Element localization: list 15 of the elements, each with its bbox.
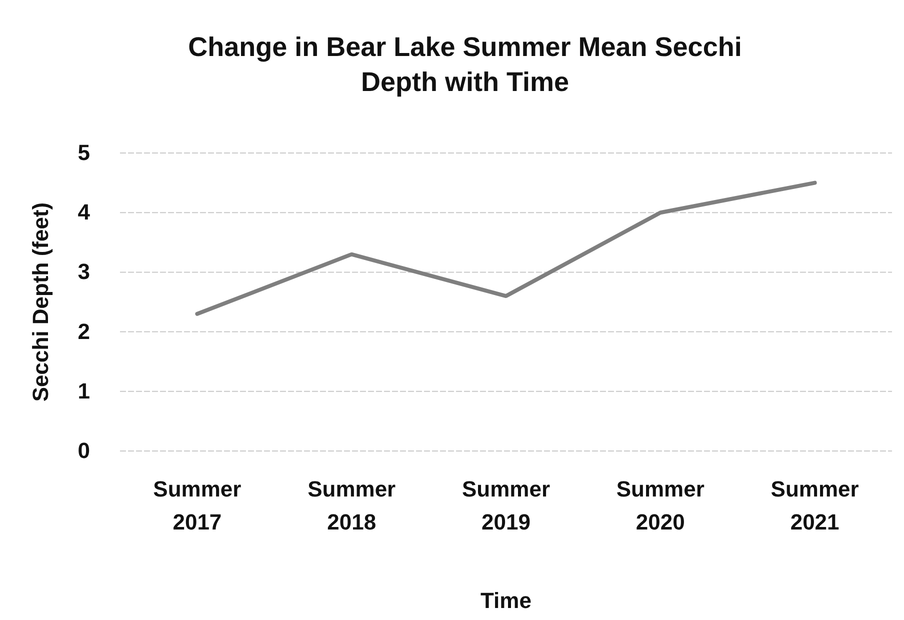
x-tick-label: Summer 2019 (462, 476, 550, 535)
x-axis-title: Time (480, 588, 532, 613)
y-tick-label: 3 (78, 259, 90, 284)
x-tick-label: Summer 2017 (153, 476, 242, 535)
y-tick-label: 5 (78, 140, 90, 166)
chart-title: Change in Bear Lake Summer Mean Secchi Depth with Time (188, 32, 742, 98)
x-tick-label: Summer 2018 (308, 476, 396, 535)
y-axis-title: Secchi Depth (feet) (28, 202, 53, 402)
y-tick-label: 2 (78, 318, 90, 344)
y-tick-label: 1 (78, 378, 90, 404)
line-series (195, 180, 817, 316)
y-tick-label: 0 (78, 438, 90, 464)
y-tick-label: 4 (78, 200, 91, 225)
x-tick-label: Summer 2020 (616, 476, 705, 535)
x-tick-label: Summer 2021 (770, 476, 860, 535)
